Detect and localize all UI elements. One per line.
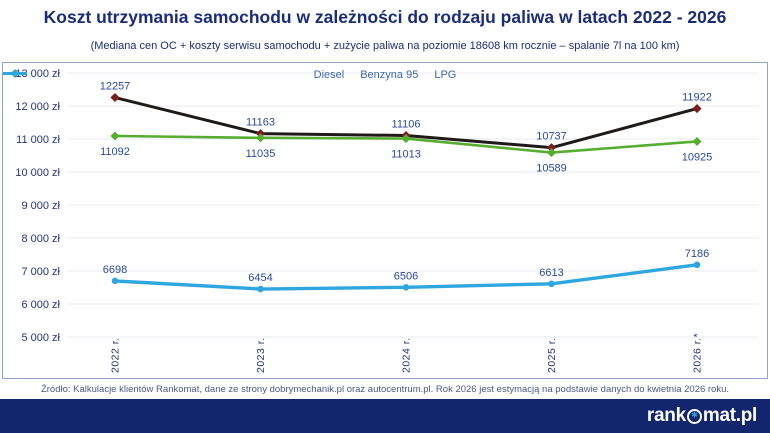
y-tick-label: 5 000 zł [21,332,60,344]
legend: Diesel Benzyna 95 LPG [3,69,767,81]
data-label-benzyna-95: 11035 [246,148,276,160]
data-label-benzyna-95: 10925 [682,151,713,163]
y-tick-label: 12 000 zł [15,101,60,113]
asterisk-in-circle-icon: ✱ [686,408,702,424]
data-label-diesel: 11163 [246,117,275,129]
legend-label: LPG [434,69,457,81]
data-point-lpg [548,280,555,288]
data-label-lpg: 6506 [394,270,418,282]
y-tick-label: 7 000 zł [21,266,60,278]
chart-subtitle: (Mediana cen OC + koszty serwisu samocho… [90,40,680,52]
legend-marker-lpg-icon [3,70,27,77]
source-note: Źródło: Kalkulacje klientów Rankomat, da… [40,384,730,395]
chart-title: Koszt utrzymania samochodu w zależności … [43,7,727,27]
x-tick-label: 2023 r. [255,337,267,373]
data-point-benzyna-95 [692,136,702,147]
x-tick-label: 2025 r. [546,337,558,373]
legend-item-benzyna-95: Benzyna 95 [3,69,419,81]
x-tick-label: 2024 r. [401,337,413,373]
brand-prefix: rank [646,405,686,426]
data-label-lpg: 6698 [103,264,127,276]
data-label-lpg: 7186 [685,248,709,260]
data-label-benzyna-95: 11013 [391,149,421,161]
footer-bar: rank ✱ mat.pl [0,399,770,433]
data-label-benzyna-95: 10589 [536,163,567,175]
data-label-diesel: 11922 [682,92,712,104]
y-tick-label: 11 000 zł [16,134,60,146]
data-point-lpg [402,284,410,291]
y-tick-label: 6 000 zł [21,299,60,311]
x-tick-label: 2026 r.* [692,333,704,373]
legend-item-diesel: Diesel [3,69,345,81]
rankomat-logo: rank ✱ mat.pl [647,405,757,427]
data-point-benzyna-95 [546,148,557,158]
data-label-benzyna-95: 11092 [100,146,130,158]
data-label-lpg: 6454 [248,272,272,284]
data-point-lpg [257,285,264,293]
data-point-diesel [692,104,702,114]
data-label-lpg: 6613 [539,267,563,279]
data-point-lpg [693,261,701,269]
legend-label: Benzyna 95 [360,69,419,81]
data-point-lpg [111,277,119,285]
y-tick-label: 8 000 zł [21,233,60,245]
chart-area: 13 000 zł 12 000 zł 11 000 zł 10 000 zł 9 00… [2,62,768,379]
y-tick-label: 9 000 zł [21,200,60,212]
legend-item-lpg: LPG [3,69,457,81]
y-tick-label: 10 000 zł [15,167,60,179]
data-label-diesel: 12257 [100,81,131,93]
brand-suffix: mat.pl [702,405,757,426]
data-label-diesel: 10737 [536,131,567,143]
legend-label: Diesel [313,69,345,81]
x-tick-label: 2022 r. [110,337,122,373]
data-point-diesel [110,92,120,103]
y-tick-label: 13 000 zł [15,68,60,80]
data-label-diesel: 11106 [392,119,421,131]
chart-svg: 13 000 zł 12 000 zł 11 000 zł 10 000 zł 9 00… [15,68,759,373]
